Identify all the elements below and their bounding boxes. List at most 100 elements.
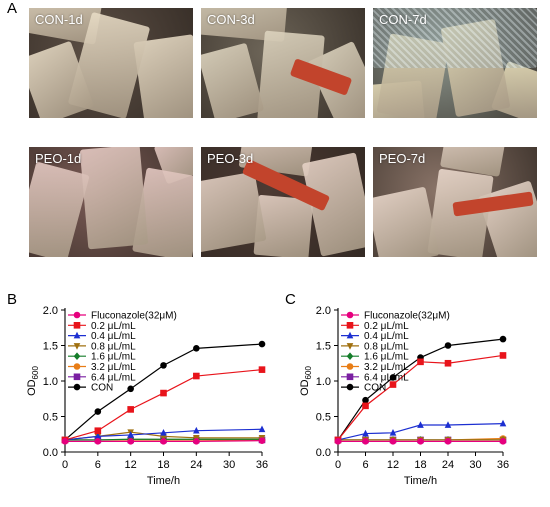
data-point	[499, 352, 507, 359]
x-tick-label: 24	[190, 459, 202, 471]
data-point	[417, 438, 424, 445]
data-point	[193, 438, 200, 445]
photo-label: PEO-1d	[35, 151, 82, 166]
series-line	[337, 338, 504, 441]
data-point	[94, 438, 102, 445]
data-point	[389, 438, 397, 445]
series-line	[337, 354, 504, 441]
x-tick-label: 6	[95, 459, 101, 471]
series-con	[334, 335, 507, 444]
food-piece	[29, 161, 90, 257]
data-point	[389, 381, 397, 388]
data-point	[444, 359, 452, 367]
legend-label: 0.8 μL/mL	[91, 341, 136, 352]
legend-label: 3.2 μL/mL	[91, 362, 136, 373]
x-axis-label: Time/h	[147, 475, 180, 487]
data-point	[160, 438, 167, 445]
photo-con-7d: CON-7d	[373, 8, 537, 118]
x-tick-label: 36	[497, 459, 509, 471]
y-tick-label: 1.0	[43, 376, 58, 388]
series-0-4-l-ml	[334, 419, 507, 443]
legend-label: Fluconazole(32μM)	[364, 311, 450, 322]
x-tick-label: 12	[387, 459, 399, 471]
data-point	[346, 363, 354, 370]
legend-label: 0.4 μL/mL	[364, 331, 409, 342]
x-tick-label: 30	[469, 459, 481, 471]
photo-con-3d: CON-3d	[201, 8, 365, 118]
photo-label: PEO-7d	[379, 151, 426, 166]
data-point	[334, 438, 342, 445]
data-point	[346, 331, 354, 339]
photo-label: CON-3d	[207, 12, 255, 27]
data-point	[94, 408, 102, 415]
y-tick-label: 0.5	[316, 412, 331, 424]
legend-label: 0.2 μL/mL	[91, 321, 136, 332]
legend-label: 1.6 μL/mL	[364, 352, 409, 363]
series-line	[65, 440, 263, 442]
growth-chart-c: 0.0 0.5 1.0 1.5 2.0 0 6 12 18 24 30 36 Time/h OD600 Fl…	[299, 305, 509, 487]
data-point	[193, 345, 200, 352]
photo-peo-7d: PEO-7d	[373, 147, 537, 257]
x-tick-label: 0	[335, 459, 341, 471]
data-point	[160, 362, 167, 369]
data-point	[417, 358, 424, 366]
x-tick-label: 18	[157, 459, 169, 471]
legend-label: 1.6 μL/mL	[91, 352, 136, 363]
legend-label: 0.2 μL/mL	[364, 321, 409, 332]
legend-label: 6.4 μL/mL	[364, 372, 409, 383]
x-tick-label: 30	[223, 459, 235, 471]
data-point	[193, 426, 200, 434]
data-point	[362, 438, 369, 445]
x-tick-label: 36	[256, 459, 268, 471]
photo-label: CON-1d	[35, 12, 83, 27]
panel-label-b: B	[7, 291, 18, 308]
series-line	[64, 428, 263, 441]
data-point	[389, 429, 397, 436]
photo-label: CON-7d	[379, 12, 427, 27]
data-point	[73, 363, 81, 370]
food-piece	[373, 186, 440, 257]
data-point	[444, 342, 452, 349]
series-0-2-l-ml	[334, 352, 507, 444]
legend-label: 0.4 μL/mL	[91, 331, 136, 342]
data-point	[73, 311, 81, 319]
data-point	[346, 343, 354, 350]
legend-label: 6.4 μL/mL	[91, 372, 136, 383]
data-point	[346, 322, 354, 329]
panel-label-c: C	[285, 291, 296, 308]
legend-label: CON	[91, 383, 113, 394]
x-tick-label: 18	[414, 459, 426, 471]
data-point	[73, 373, 81, 381]
food-piece	[201, 171, 267, 253]
data-point	[94, 427, 102, 434]
series-fluconazole-32-m-	[334, 438, 507, 445]
data-point	[160, 429, 167, 436]
data-point	[362, 396, 369, 404]
legend-label: CON	[364, 383, 386, 394]
x-tick-label: 24	[442, 459, 454, 471]
series-fluconazole-32-m-	[61, 437, 266, 445]
legend-label: 0.8 μL/mL	[364, 341, 409, 352]
y-tick-label: 0.0	[43, 447, 58, 459]
food-piece	[79, 147, 149, 250]
food-piece	[201, 42, 265, 118]
x-axis-label: Time/h	[404, 475, 437, 487]
y-tick-label: 0.0	[316, 447, 331, 459]
data-point	[160, 389, 167, 397]
series-line	[64, 343, 263, 441]
data-point	[127, 406, 134, 413]
photo-peo-1d: PEO-1d	[29, 147, 193, 257]
data-point	[346, 383, 354, 391]
data-point	[499, 335, 507, 343]
data-point	[193, 372, 200, 380]
panel-label-a: A	[7, 0, 18, 17]
series-line	[64, 369, 263, 441]
y-tick-label: 2.0	[43, 305, 58, 317]
legend-label: Fluconazole(32μM)	[91, 311, 177, 322]
data-point	[73, 331, 81, 339]
x-tick-label: 6	[362, 459, 368, 471]
data-point	[73, 352, 81, 360]
data-point	[94, 432, 102, 440]
data-point	[444, 421, 452, 428]
data-point	[127, 385, 134, 393]
